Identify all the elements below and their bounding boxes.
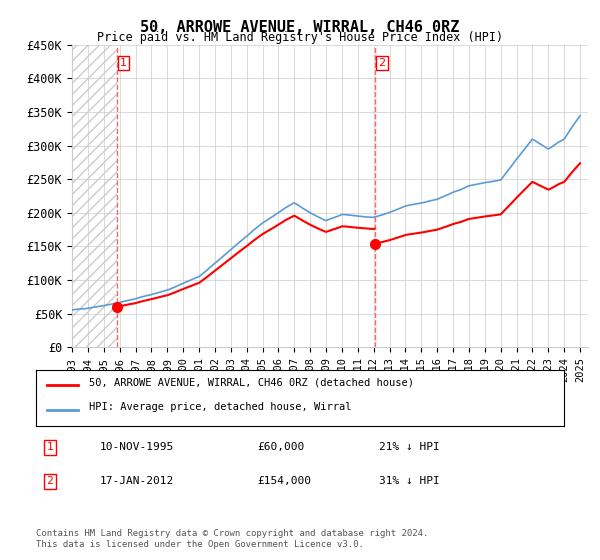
Text: 1: 1 (47, 442, 53, 452)
Text: 2: 2 (47, 477, 53, 486)
Text: 21% ↓ HPI: 21% ↓ HPI (379, 442, 440, 452)
Text: 50, ARROWE AVENUE, WIRRAL, CH46 0RZ: 50, ARROWE AVENUE, WIRRAL, CH46 0RZ (140, 20, 460, 35)
Text: Price paid vs. HM Land Registry's House Price Index (HPI): Price paid vs. HM Land Registry's House … (97, 31, 503, 44)
Text: 2: 2 (378, 58, 385, 68)
Text: 1: 1 (120, 58, 127, 68)
Text: Contains HM Land Registry data © Crown copyright and database right 2024.
This d: Contains HM Land Registry data © Crown c… (36, 529, 428, 549)
Text: 50, ARROWE AVENUE, WIRRAL, CH46 0RZ (detached house): 50, ARROWE AVENUE, WIRRAL, CH46 0RZ (det… (89, 377, 414, 388)
Text: £60,000: £60,000 (258, 442, 305, 452)
Text: HPI: Average price, detached house, Wirral: HPI: Average price, detached house, Wirr… (89, 402, 352, 412)
Text: £154,000: £154,000 (258, 477, 312, 486)
Text: 17-JAN-2012: 17-JAN-2012 (100, 477, 173, 486)
Text: 31% ↓ HPI: 31% ↓ HPI (379, 477, 440, 486)
Text: 10-NOV-1995: 10-NOV-1995 (100, 442, 173, 452)
